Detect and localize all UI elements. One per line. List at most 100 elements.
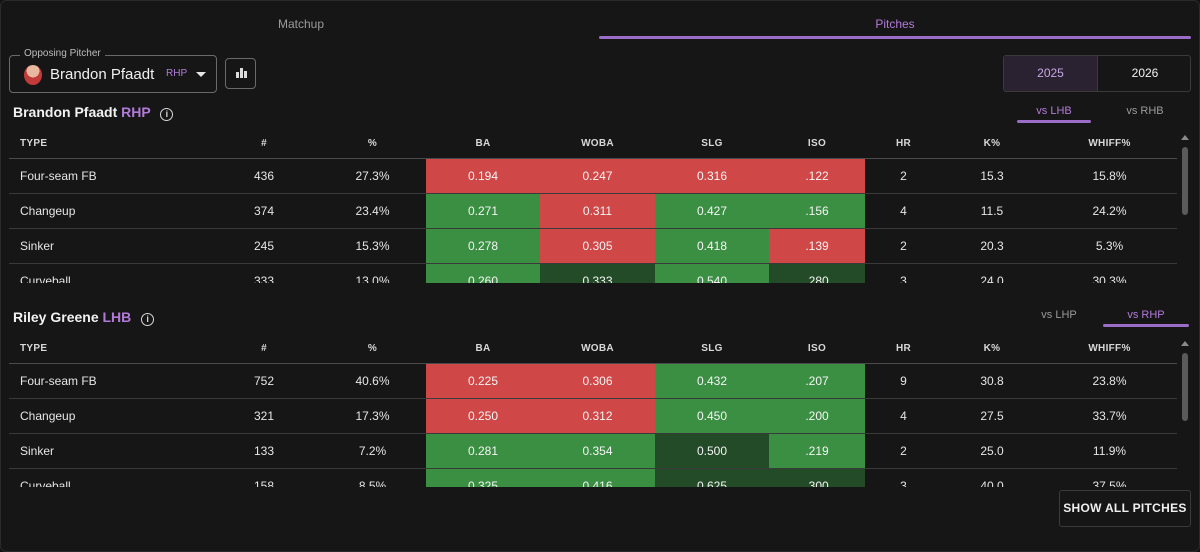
cell-k: 27.5 <box>980 409 1004 423</box>
col-ba[interactable]: BA <box>475 138 491 149</box>
cell-hr: 2 <box>900 239 907 253</box>
opposing-pitcher-select[interactable]: Opposing Pitcher Brandon Pfaadt RHP <box>9 48 217 93</box>
table-row[interactable]: Sinker 245 15.3% 0.278 0.305 0.418.139 2 20.3 5.… <box>9 229 1177 264</box>
col-iso[interactable]: ISO <box>807 343 827 354</box>
cell-hr: 4 <box>900 204 907 218</box>
split-vs-rhp-label: vs RHP <box>1127 309 1165 321</box>
cell-woba: 0.312 <box>540 399 655 433</box>
split-active-indicator <box>1103 324 1189 327</box>
col-hr[interactable]: HR <box>895 343 912 354</box>
col-woba[interactable]: WOBA <box>581 343 614 354</box>
cell-n: 245 <box>253 239 275 253</box>
season-2026-button[interactable]: 2026 <box>1131 66 1159 80</box>
cell-ba: 0.271 <box>426 194 540 228</box>
cell-hr: 3 <box>900 479 907 487</box>
cell-pct: 15.3% <box>355 239 390 253</box>
col-k-pct[interactable]: K% <box>983 138 1001 149</box>
show-all-pitches-button[interactable]: SHOW ALL PITCHES <box>1059 490 1191 527</box>
col-k-pct[interactable]: K% <box>983 343 1001 354</box>
table-row[interactable]: Four-seam FB 752 40.6% 0.225 0.306 0.432.207 9… <box>9 364 1177 399</box>
cell-type: Curveball <box>20 274 71 283</box>
col-count[interactable]: # <box>261 138 267 149</box>
cell-n: 158 <box>253 479 275 487</box>
cell-slg: 0.432 <box>655 364 769 398</box>
cell-woba: 0.311 <box>540 194 655 228</box>
cell-n: 436 <box>253 169 275 183</box>
col-type[interactable]: TYPE <box>20 138 48 149</box>
cell-iso: .219 <box>769 434 865 468</box>
col-ba[interactable]: BA <box>475 343 491 354</box>
batter-section-title: Riley Greene LHB i <box>13 309 155 326</box>
split-vs-lhb-label: vs LHB <box>1036 105 1072 117</box>
cell-k: 40.0 <box>980 479 1004 487</box>
cell-n: 374 <box>253 204 275 218</box>
scroll-up-icon[interactable] <box>1181 135 1189 140</box>
bar-chart-button[interactable] <box>225 58 256 89</box>
pitcher-section: Brandon Pfaadt RHP i vs LHB vs RHB TYPE … <box>1 99 1199 283</box>
cell-whiff: 33.7% <box>1092 409 1127 423</box>
cell-iso: .280 <box>769 264 865 283</box>
cell-pct: 27.3% <box>355 169 390 183</box>
cell-ba: 0.278 <box>426 229 540 263</box>
cell-ba: 0.281 <box>426 434 540 468</box>
cell-hr: 3 <box>900 274 907 283</box>
season-toggle: 2025 2026 <box>1003 55 1191 92</box>
cell-type: Sinker <box>20 444 55 458</box>
pitcher-table-scrollbar[interactable] <box>1182 147 1188 215</box>
split-vs-rhp[interactable]: vs RHP <box>1103 309 1189 327</box>
table-row[interactable]: Changeup 374 23.4% 0.271 0.311 0.427.156 4 11.5… <box>9 194 1177 229</box>
cell-n: 333 <box>253 274 275 283</box>
table-row[interactable]: Curveball 158 8.5% 0.325 0.416 0.625.300 3 40.0… <box>9 469 1177 487</box>
split-vs-rhb[interactable]: vs RHB <box>1126 105 1164 117</box>
col-hr[interactable]: HR <box>895 138 912 149</box>
table-row[interactable]: Changeup 321 17.3% 0.250 0.312 0.450.200 4 27.5… <box>9 399 1177 434</box>
batter-section-hand: LHB <box>102 309 132 325</box>
cell-hr: 2 <box>900 444 907 458</box>
pitcher-name: Brandon Pfaadt <box>50 66 155 83</box>
col-slg[interactable]: SLG <box>701 138 723 149</box>
col-woba[interactable]: WOBA <box>581 138 614 149</box>
cell-slg: 0.316 <box>655 159 769 193</box>
scroll-up-icon[interactable] <box>1181 341 1189 346</box>
col-type[interactable]: TYPE <box>20 343 48 354</box>
cell-whiff: 24.2% <box>1092 204 1127 218</box>
cell-type: Changeup <box>20 204 76 218</box>
cell-woba: 0.333 <box>540 264 655 283</box>
tab-matchup[interactable]: Matchup <box>277 17 325 31</box>
table-row[interactable]: Curveball 333 13.0% 0.260 0.333 0.540.280 3 24.… <box>9 264 1177 283</box>
info-icon[interactable]: i <box>141 313 155 326</box>
col-count[interactable]: # <box>261 343 267 354</box>
cell-k: 25.0 <box>980 444 1004 458</box>
cell-ba: 0.225 <box>426 364 540 398</box>
table-row[interactable]: Sinker 133 7.2% 0.281 0.354 0.500.219 2 25.0 11.… <box>9 434 1177 469</box>
col-percent[interactable]: % <box>367 343 378 354</box>
cell-iso: .207 <box>769 364 865 398</box>
cell-woba: 0.416 <box>540 469 655 487</box>
pitcher-section-hand: RHP <box>121 104 151 120</box>
col-slg[interactable]: SLG <box>701 343 723 354</box>
cell-whiff: 37.5% <box>1092 479 1127 487</box>
cell-type: Changeup <box>20 409 76 423</box>
cell-whiff: 15.8% <box>1092 169 1127 183</box>
cell-pct: 40.6% <box>355 374 390 388</box>
cell-iso: .122 <box>769 159 865 193</box>
col-percent[interactable]: % <box>367 138 378 149</box>
col-whiff-pct[interactable]: WHIFF% <box>1088 138 1131 149</box>
season-2025-button[interactable]: 2025 <box>1004 56 1098 91</box>
cell-pct: 7.2% <box>358 444 387 458</box>
split-vs-lhp[interactable]: vs LHP <box>1041 309 1077 321</box>
info-icon[interactable]: i <box>160 108 174 121</box>
col-iso[interactable]: ISO <box>807 138 827 149</box>
tab-pitches-label: Pitches <box>875 17 915 31</box>
split-vs-lhb[interactable]: vs LHB <box>1017 105 1091 123</box>
col-whiff-pct[interactable]: WHIFF% <box>1088 343 1131 354</box>
batter-table-scrollbar[interactable] <box>1182 353 1188 421</box>
batter-pitch-table: TYPE # % BA WOBA SLG ISO HR K% WHIFF% Fo… <box>9 334 1177 487</box>
table-row[interactable]: Four-seam FB 436 27.3% 0.194 0.247 0.316.122 2… <box>9 159 1177 194</box>
table-header: TYPE # % BA WOBA SLG ISO HR K% WHIFF% <box>9 334 1177 364</box>
tab-pitches[interactable]: Pitches <box>599 1 1191 41</box>
cell-slg: 0.540 <box>655 264 769 283</box>
cell-hr: 2 <box>900 169 907 183</box>
pitcher-avatar <box>24 65 42 85</box>
cell-ba: 0.250 <box>426 399 540 433</box>
